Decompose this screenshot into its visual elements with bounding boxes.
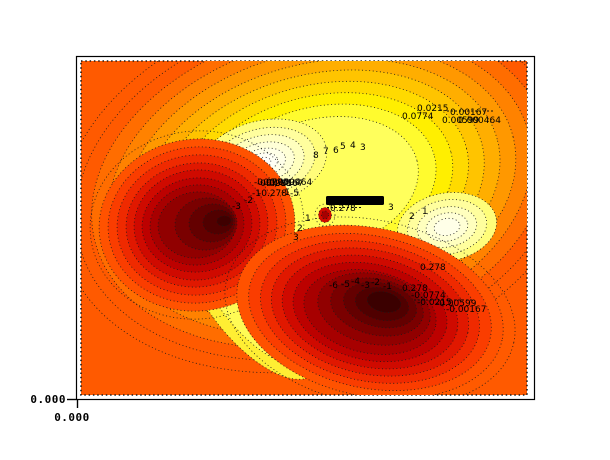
contour-label: 3 xyxy=(293,233,299,243)
contour-ring-right-maximum xyxy=(433,217,461,237)
x-axis-tick-label: 0.000 xyxy=(54,411,90,424)
contour-label: 3 xyxy=(388,203,394,213)
contour-label: 2 xyxy=(297,224,303,234)
contour-label: -3 xyxy=(361,281,370,291)
contour-label: -5 xyxy=(341,280,350,290)
contour-label: 8 xyxy=(313,151,319,161)
contour-label: 0.278 xyxy=(402,284,428,294)
contour-ring-left-minimum xyxy=(216,215,232,227)
contour-label: 5 xyxy=(340,142,346,152)
contour-label: 0.278 xyxy=(420,263,446,273)
contour-label: 0.0215 xyxy=(417,104,449,114)
contour-ring-bottom-minimum xyxy=(366,291,402,313)
contour-label: -0.00599 xyxy=(260,178,301,188)
contour-label: -0.00599 xyxy=(436,299,477,309)
contour-label: 0.000464 xyxy=(458,116,501,126)
contour-label: 0.278 xyxy=(330,204,356,214)
contour-ring-negative-blob xyxy=(314,203,336,227)
contour-label: -0.278 xyxy=(258,189,287,199)
contour-label: -0.0215 xyxy=(417,298,452,308)
contour-label: 1 xyxy=(422,207,428,217)
contour-label: 7 xyxy=(323,147,329,157)
contour-label: -3 xyxy=(232,202,241,212)
axes-frame xyxy=(75,55,536,401)
overlapping-labels-smudge xyxy=(326,196,384,205)
contour-label: -2 xyxy=(244,196,253,206)
contour-label: 6 xyxy=(333,146,339,156)
contour-label: -0.000464 xyxy=(266,178,312,188)
contour-label: -2 xyxy=(371,278,380,288)
contour-label: 4 xyxy=(350,141,356,151)
contour-label: 1 xyxy=(305,214,311,224)
contour-label: 0.00167 xyxy=(450,108,487,118)
contour-label: -0.0774 xyxy=(411,291,446,301)
contour-label: -0.0215 xyxy=(257,179,292,189)
contour-label: -5 xyxy=(290,189,299,199)
contour-label: -1 xyxy=(281,188,290,198)
contour-label: -0.00167 xyxy=(446,305,486,315)
contour-label: -0.0774 xyxy=(254,178,289,188)
y-axis-tick-label: 0.000 xyxy=(30,393,66,406)
contour-label: -1 xyxy=(252,189,261,199)
contour-label: -1 xyxy=(383,282,392,292)
contour-label: -4 xyxy=(351,277,360,287)
contour-label: 0.00599 xyxy=(442,116,479,126)
contour-label: -0.00167 xyxy=(263,179,303,189)
contour-ring-bottom-minimum xyxy=(224,216,516,395)
contour-label: -6 xyxy=(329,281,338,291)
contour-label: 0.0774 xyxy=(402,112,434,122)
contour-label: 2 xyxy=(409,212,415,222)
contour-ring-left-minimum xyxy=(89,130,305,320)
contour-label: 3 xyxy=(360,143,366,153)
contour-ring-negative-blob xyxy=(321,210,329,220)
